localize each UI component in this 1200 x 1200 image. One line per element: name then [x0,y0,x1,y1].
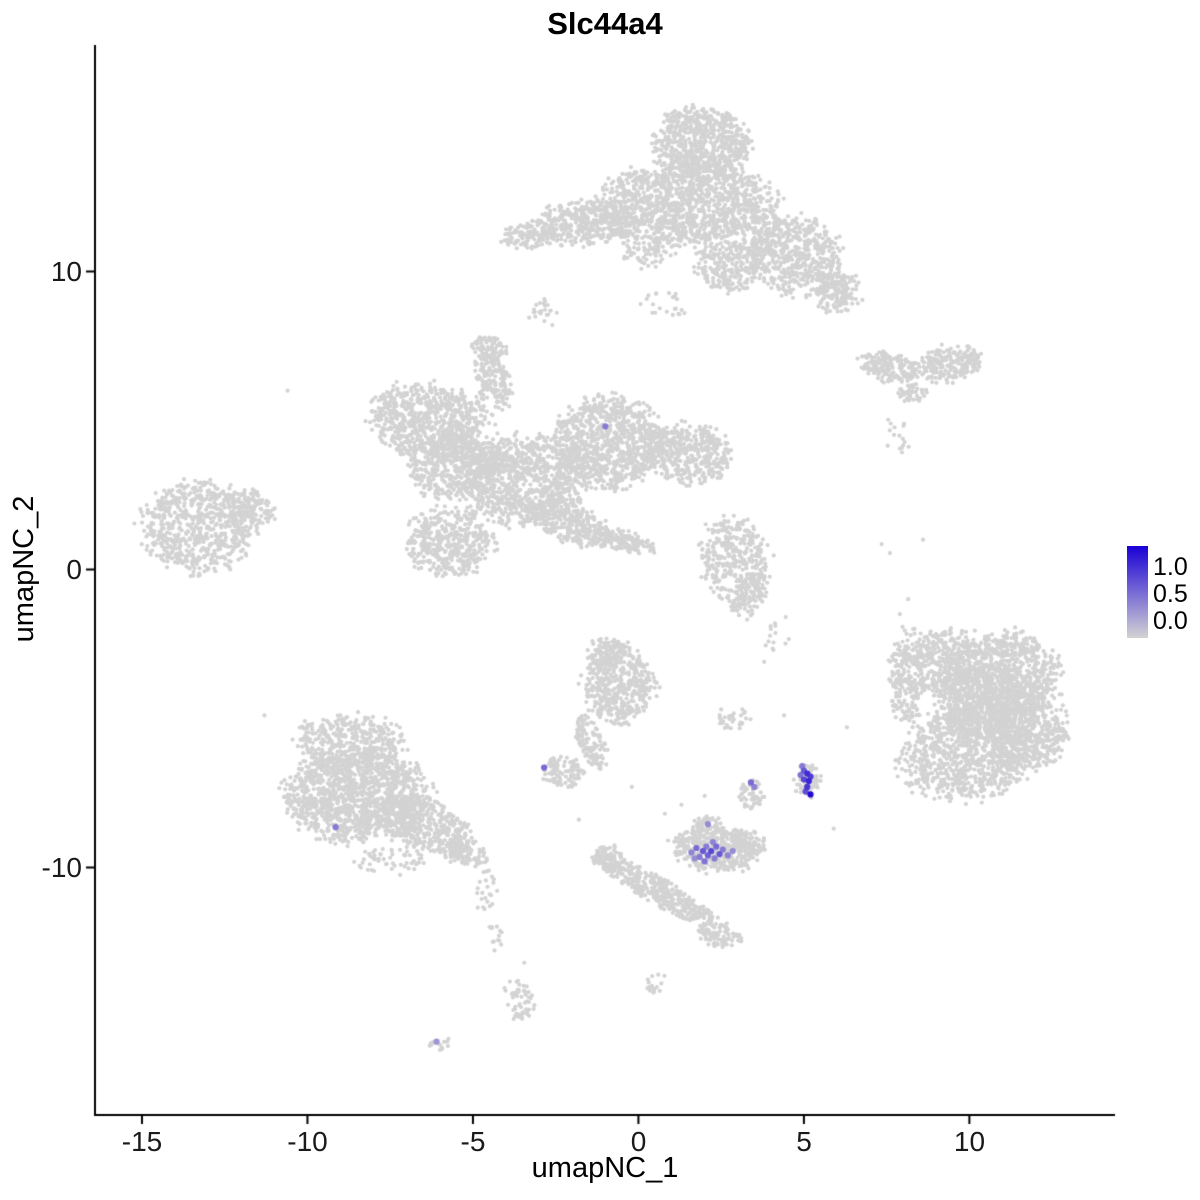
legend-tick-label: 0.5 [1153,580,1188,608]
y-tick-label: -10 [41,851,82,883]
legend-tick-label: 1.0 [1153,553,1188,581]
x-tick-label: 0 [630,1126,647,1157]
legend-gradient-bar [1127,546,1148,638]
x-tick-label: -15 [121,1126,163,1157]
x-axis-label: umapNC_1 [531,1152,679,1184]
y-tick-label: 10 [50,255,82,287]
x-tick-label: -5 [460,1126,486,1157]
legend-tick-label: 0.0 [1153,607,1188,635]
plot-title: Slc44a4 [547,6,663,41]
x-tick-label: -10 [287,1126,328,1157]
x-tick-label: 5 [796,1126,812,1157]
y-tick-label: 0 [66,553,82,585]
x-tick-label: 10 [953,1126,986,1157]
